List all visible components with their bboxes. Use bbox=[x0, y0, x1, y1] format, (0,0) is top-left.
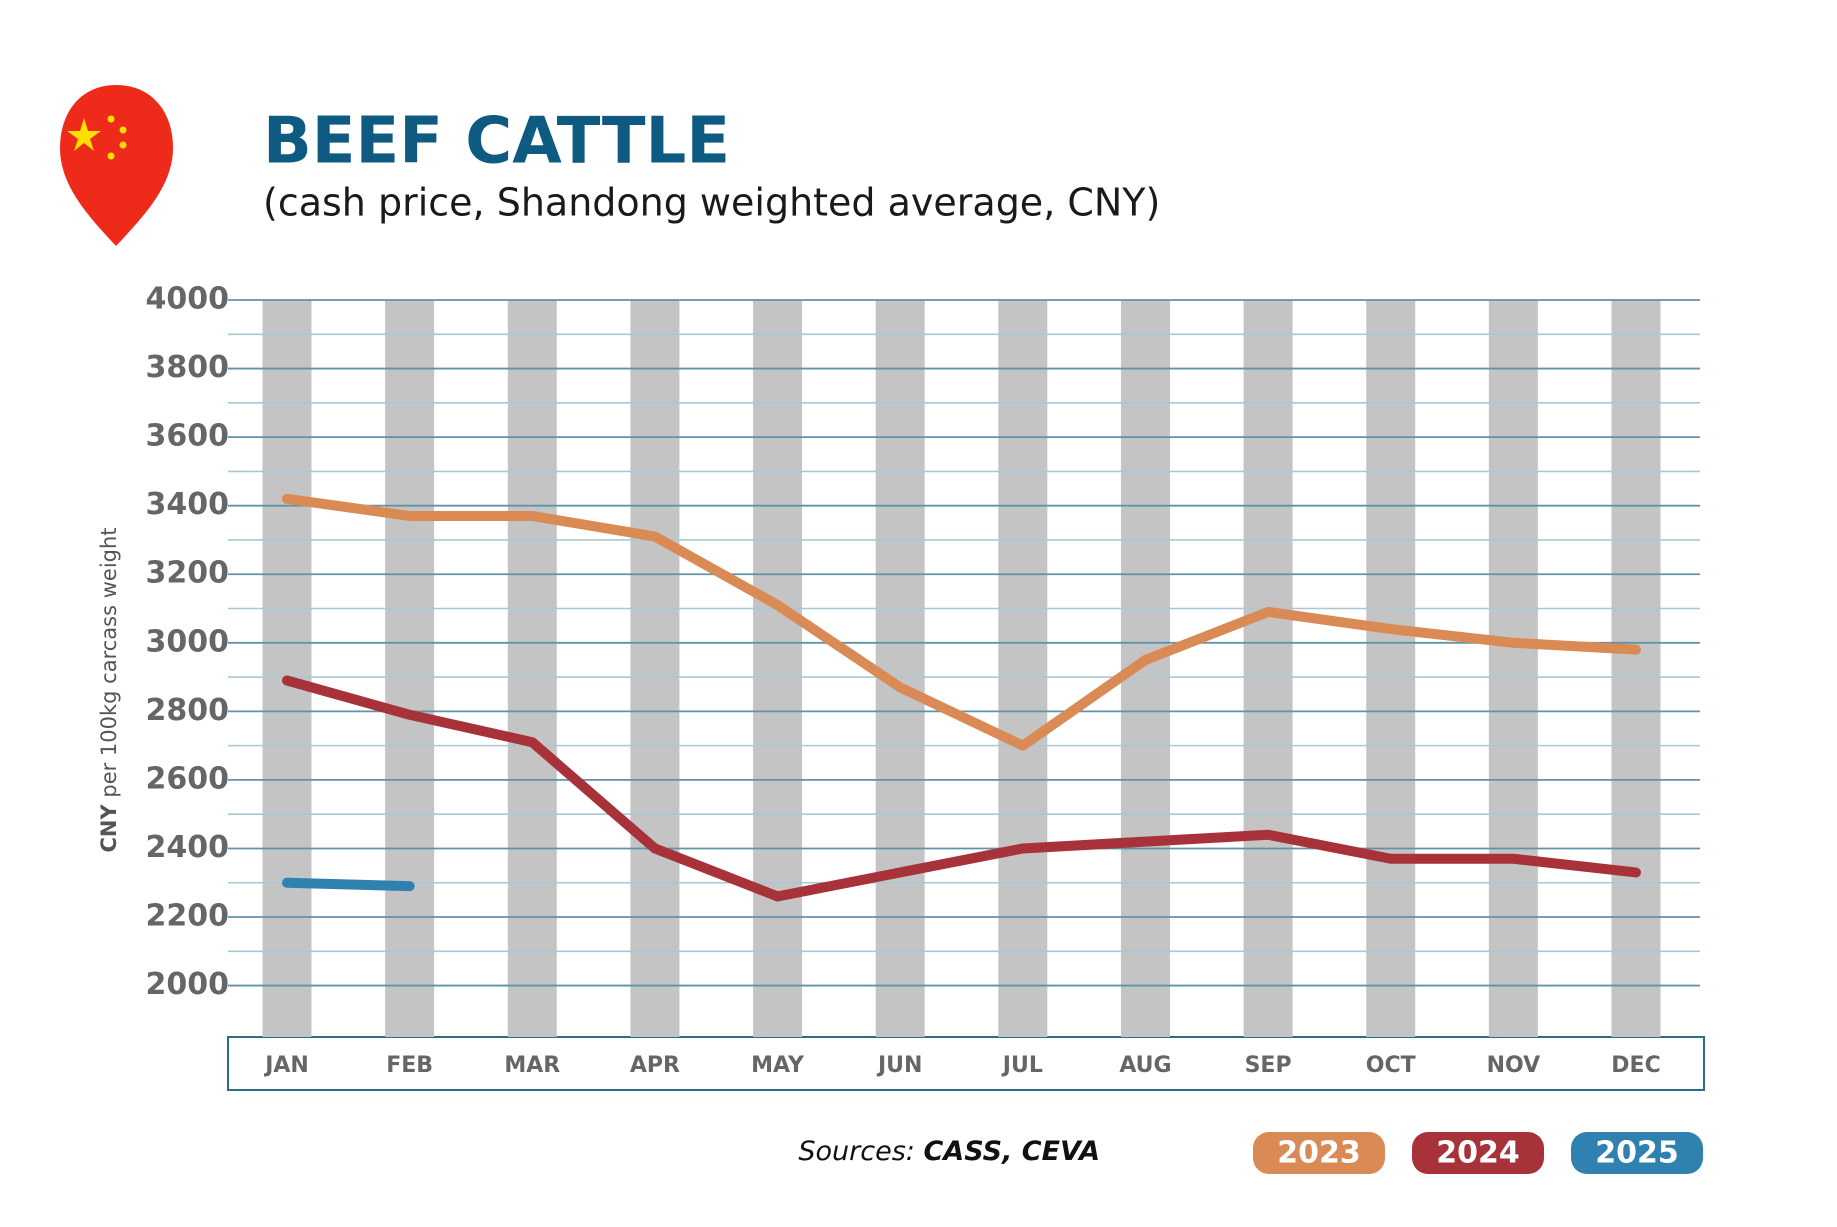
x-tick-label: AUG bbox=[1119, 1053, 1171, 1078]
x-tick-label: FEB bbox=[386, 1053, 433, 1078]
y-tick-label: 3800 bbox=[146, 350, 230, 385]
series-line bbox=[282, 675, 1641, 902]
y-tick-label: 3000 bbox=[146, 624, 230, 659]
x-tick-label: MAY bbox=[751, 1053, 805, 1078]
legend-swatch bbox=[1412, 1132, 1544, 1174]
category-box bbox=[227, 1036, 1705, 1091]
column-stripe bbox=[262, 300, 312, 1037]
marks bbox=[282, 493, 1641, 902]
y-tick-label: 2000 bbox=[146, 967, 230, 1002]
series-line bbox=[282, 493, 1641, 751]
china-pin bbox=[60, 85, 173, 246]
sources-names: CASS, CEVA bbox=[923, 1136, 1100, 1167]
x-tick-label: JUL bbox=[1001, 1053, 1043, 1078]
series-line bbox=[282, 877, 415, 892]
column-stripe bbox=[753, 300, 803, 1037]
y-tick-label: 4000 bbox=[146, 282, 230, 317]
x-tick-label: JAN bbox=[263, 1053, 309, 1078]
legend-label: 2023 bbox=[1277, 1136, 1361, 1171]
legend-swatch bbox=[1253, 1132, 1385, 1174]
legend-label: 2024 bbox=[1436, 1136, 1520, 1171]
x-tick-label: NOV bbox=[1487, 1053, 1541, 1078]
sources-label: Sources: bbox=[798, 1136, 915, 1167]
y-tick-label: 3600 bbox=[146, 419, 230, 454]
chart-title: BEEF CATTLE bbox=[263, 105, 730, 179]
y-axis-unit: CNY bbox=[97, 804, 121, 853]
y-tick-label: 3400 bbox=[146, 487, 230, 522]
legend-label: 2025 bbox=[1595, 1136, 1679, 1171]
y-axis-title: CNY per 100kg carcass weight bbox=[97, 527, 121, 852]
column-stripe bbox=[1488, 300, 1538, 1037]
column-stripe bbox=[1366, 300, 1416, 1037]
column-stripe bbox=[630, 300, 680, 1037]
x-tick-label: APR bbox=[630, 1053, 680, 1078]
y-axis-label: per 100kg carcass weight bbox=[97, 527, 121, 797]
chart-subtitle: (cash price, Shandong weighted average, … bbox=[263, 181, 1160, 225]
column-stripe bbox=[1611, 300, 1661, 1037]
y-tick-label: 2800 bbox=[146, 693, 230, 728]
y-tick-label: 3200 bbox=[146, 556, 230, 591]
x-tick-label: OCT bbox=[1366, 1053, 1416, 1078]
x-tick-label: SEP bbox=[1245, 1053, 1292, 1078]
legend-swatch bbox=[1571, 1132, 1703, 1174]
x-tick-label: JUN bbox=[876, 1053, 922, 1078]
column-stripe bbox=[507, 300, 557, 1037]
y-tick-label: 2600 bbox=[146, 761, 230, 796]
column-stripe bbox=[385, 300, 435, 1037]
y-tick-label: 2400 bbox=[146, 830, 230, 865]
x-tick-label: DEC bbox=[1611, 1053, 1660, 1078]
x-tick-label: MAR bbox=[504, 1053, 560, 1078]
column-stripe bbox=[875, 300, 925, 1037]
grid bbox=[228, 299, 1700, 1037]
column-stripe bbox=[1243, 300, 1293, 1037]
column-stripe bbox=[998, 300, 1048, 1037]
sources: Sources: CASS, CEVA bbox=[798, 1136, 1100, 1167]
y-tick-label: 2200 bbox=[146, 899, 230, 934]
